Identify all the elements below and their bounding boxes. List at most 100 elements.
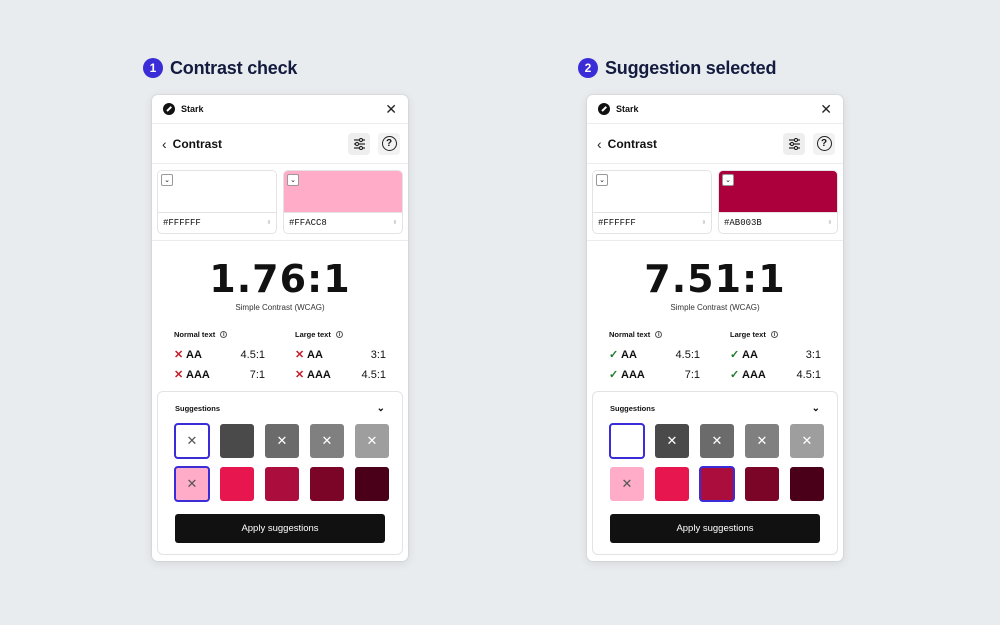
suggestion-swatch[interactable]: ✕ — [610, 467, 644, 501]
suggestions-header[interactable]: Suggestions ⌄ — [158, 392, 402, 414]
chevron-down-icon[interactable]: ⌄ — [161, 174, 173, 186]
result-row: ✓ AAA 4.5:1 — [730, 368, 821, 382]
suggestion-swatch[interactable]: ✕ — [310, 424, 344, 458]
apply-suggestions-button[interactable]: Apply suggestions — [610, 514, 820, 543]
suggestion-swatch[interactable] — [655, 467, 689, 501]
help-icon: ? — [381, 136, 397, 151]
normal-text-label: Normal text — [174, 330, 216, 339]
required-ratio: 7:1 — [684, 368, 700, 381]
background-hex-field[interactable]: #AB003B ⇳ — [719, 213, 837, 233]
stepper-icon[interactable]: ⇳ — [827, 218, 832, 227]
stepper-icon[interactable]: ⇳ — [392, 218, 397, 227]
required-ratio: 4.5:1 — [361, 368, 386, 381]
info-icon[interactable]: i — [655, 331, 663, 338]
settings-button[interactable] — [348, 132, 370, 155]
suggestion-swatch[interactable] — [790, 467, 824, 501]
chevron-down-icon[interactable]: ⌄ — [287, 174, 299, 186]
color-pickers: ⌄ #FFFFFF ⇳ ⌄ #AB003B ⇳ — [587, 164, 843, 241]
background-hex-value: #AB003B — [724, 218, 762, 228]
normal-text-label: Normal text — [609, 330, 651, 339]
chevron-left-icon[interactable]: ‹ — [162, 135, 167, 152]
large-text-results: Large text i ✕ AA 3:1 ✕ AAA 4.5:1 — [295, 330, 386, 388]
foreground-hex-field[interactable]: #FFFFFF ⇳ — [593, 213, 711, 233]
suggestion-swatch[interactable] — [310, 467, 344, 501]
result-row: ✕ AAA 7:1 — [174, 368, 265, 382]
info-icon[interactable]: i — [770, 331, 778, 338]
close-icon[interactable]: ✕ — [385, 101, 397, 117]
stark-panel: Stark ✕ ‹ Contrast? ⌄ #FFFFFF ⇳ ⌄ #FFACC8 ⇳ 1.76:1… — [152, 95, 408, 561]
suggestion-swatch[interactable] — [220, 424, 254, 458]
background-swatch[interactable]: ⌄ #AB003B ⇳ — [718, 170, 838, 234]
required-ratio: 4.5:1 — [675, 348, 700, 361]
help-button[interactable]: ? — [378, 132, 400, 155]
chevron-down-icon[interactable]: ⌄ — [811, 403, 820, 414]
normal-text-results: Normal text i ✓ AA 4.5:1 ✓ AAA 7:1 — [609, 330, 700, 388]
suggestion-swatch[interactable] — [609, 423, 645, 459]
foreground-color-preview[interactable]: ⌄ — [593, 171, 711, 213]
background-hex-field[interactable]: #FFACC8 ⇳ — [284, 213, 402, 233]
suggestion-swatch[interactable]: ✕ — [355, 424, 389, 458]
result-row: ✕ AA 4.5:1 — [174, 348, 265, 362]
foreground-hex-value: #FFFFFF — [163, 218, 201, 228]
suggestions-card: Suggestions ⌄ ✕ ✕ ✕ ✕ ✕ Apply suggestions — [157, 391, 403, 555]
apply-suggestions-button[interactable]: Apply suggestions — [175, 514, 385, 543]
help-button[interactable]: ? — [813, 132, 835, 155]
page-title: Contrast — [172, 136, 223, 151]
contrast-method-label: Simple Contrast (WCAG) — [670, 303, 760, 312]
foreground-swatch[interactable]: ⌄ #FFFFFF ⇳ — [157, 170, 277, 234]
check-icon: ✓ — [609, 349, 619, 361]
background-swatch[interactable]: ⌄ #FFACC8 ⇳ — [283, 170, 403, 234]
suggestion-swatch[interactable] — [745, 467, 779, 501]
large-text-results: Large text i ✓ AA 3:1 ✓ AAA 4.5:1 — [730, 330, 821, 388]
large-text-label: Large text — [295, 330, 331, 339]
stark-logo-icon — [163, 103, 175, 115]
settings-button[interactable] — [783, 132, 805, 155]
foreground-color-preview[interactable]: ⌄ — [158, 171, 276, 213]
info-icon[interactable]: i — [220, 331, 228, 338]
app-name: Stark — [616, 104, 639, 114]
suggestion-swatch[interactable]: ✕ — [265, 424, 299, 458]
chevron-down-icon[interactable]: ⌄ — [376, 403, 385, 414]
stepper-icon[interactable]: ⇳ — [701, 218, 706, 227]
close-icon: ✕ — [801, 433, 813, 448]
chevron-down-icon[interactable]: ⌄ — [596, 174, 608, 186]
close-icon: ✕ — [366, 433, 378, 448]
title-bar: Stark ✕ — [152, 95, 408, 124]
suggestion-swatch[interactable]: ✕ — [745, 424, 779, 458]
section-heading: 2 Suggestion selected — [578, 56, 843, 80]
suggestions-title: Suggestions — [610, 404, 656, 413]
wcag-level: AAA — [186, 368, 210, 381]
background-color-preview[interactable]: ⌄ — [719, 171, 837, 213]
stepper-icon[interactable]: ⇳ — [266, 218, 271, 227]
suggestion-swatch[interactable] — [265, 467, 299, 501]
large-text-label: Large text — [730, 330, 766, 339]
result-row: ✕ AAA 4.5:1 — [295, 368, 386, 382]
suggestion-swatch[interactable] — [355, 467, 389, 501]
foreground-swatch[interactable]: ⌄ #FFFFFF ⇳ — [592, 170, 712, 234]
suggestion-swatch[interactable] — [699, 466, 735, 502]
chevron-down-icon[interactable]: ⌄ — [722, 174, 734, 186]
suggestion-swatch[interactable]: ✕ — [700, 424, 734, 458]
cross-icon: ✕ — [174, 369, 184, 381]
suggestion-swatch[interactable]: ✕ — [174, 466, 210, 502]
close-icon[interactable]: ✕ — [820, 101, 832, 117]
required-ratio: 7:1 — [249, 368, 265, 381]
required-ratio: 4.5:1 — [796, 368, 821, 381]
normal-text-results: Normal text i ✕ AA 4.5:1 ✕ AAA 7:1 — [174, 330, 265, 388]
info-icon[interactable]: i — [335, 331, 343, 338]
background-color-preview[interactable]: ⌄ — [284, 171, 402, 213]
suggestion-swatch[interactable]: ✕ — [655, 424, 689, 458]
foreground-hex-field[interactable]: #FFFFFF ⇳ — [158, 213, 276, 233]
color-pickers: ⌄ #FFFFFF ⇳ ⌄ #FFACC8 ⇳ — [152, 164, 408, 241]
suggestions-header[interactable]: Suggestions ⌄ — [593, 392, 837, 414]
close-icon: ✕ — [756, 433, 768, 448]
required-ratio: 4.5:1 — [240, 348, 265, 361]
large-text-heading: Large text i — [295, 330, 386, 339]
close-icon: ✕ — [276, 433, 288, 448]
contrast-ratio: 1.76:1 — [209, 257, 351, 301]
chevron-left-icon[interactable]: ‹ — [597, 135, 602, 152]
suggestion-swatch[interactable] — [220, 467, 254, 501]
suggestion-swatch[interactable]: ✕ — [174, 423, 210, 459]
app-name: Stark — [181, 104, 204, 114]
suggestion-swatch[interactable]: ✕ — [790, 424, 824, 458]
